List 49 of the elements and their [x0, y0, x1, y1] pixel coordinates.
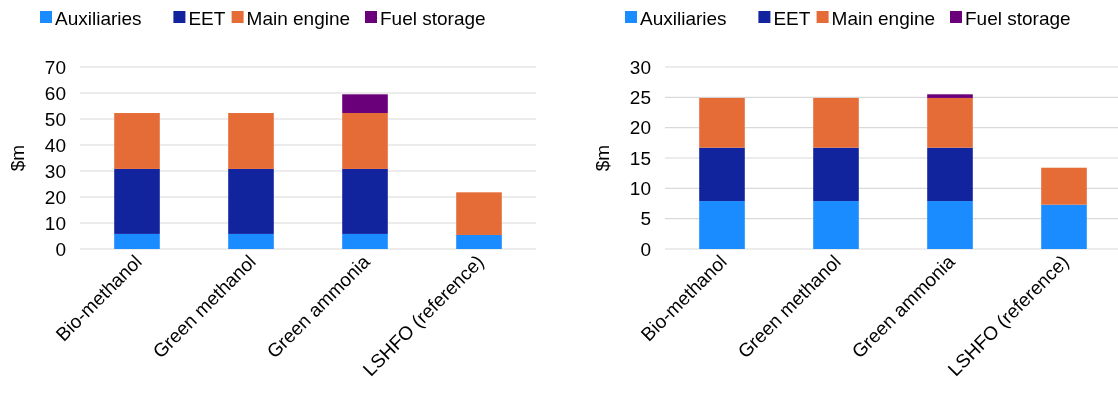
bar: [228, 168, 274, 234]
y-tick-label: 30: [44, 160, 66, 182]
legend-label: Auxiliaries: [640, 7, 727, 29]
legend-label: Fuel storage: [965, 7, 1071, 29]
legend-label: Main engine: [831, 7, 936, 29]
legend-label: EET: [773, 7, 811, 29]
y-tick-label: 50: [44, 108, 66, 130]
bar: [699, 201, 745, 249]
bar: [456, 192, 502, 235]
bar: [228, 113, 274, 169]
legend-label: Main engine: [246, 7, 351, 29]
bar: [699, 97, 745, 148]
bar: [1041, 204, 1087, 249]
bar: [114, 233, 160, 249]
legend-label: Auxiliaries: [55, 7, 142, 29]
bar: [927, 97, 973, 148]
legend-label: Fuel storage: [380, 7, 486, 29]
bar: [114, 113, 160, 169]
y-tick-label: 40: [44, 134, 66, 156]
y-tick-label: 20: [629, 117, 651, 139]
bar: [813, 147, 859, 202]
y-tick-label: 25: [629, 86, 651, 108]
y-tick-label: 10: [629, 177, 651, 199]
bar: [927, 147, 973, 202]
bar: [342, 113, 388, 169]
bar: [342, 94, 388, 114]
y-tick-label: 30: [629, 56, 651, 78]
y-tick-label: 70: [44, 56, 66, 78]
y-tick-label: 0: [640, 238, 651, 260]
y-axis-title: $m: [592, 144, 613, 172]
bar: [342, 233, 388, 249]
y-axis-title: $m: [7, 144, 28, 172]
y-tick-label: 5: [640, 208, 651, 230]
bar: [1041, 167, 1087, 205]
y-tick-label: 0: [55, 238, 66, 260]
bar: [813, 201, 859, 249]
y-tick-label: 20: [44, 186, 66, 208]
bar: [342, 168, 388, 234]
bar: [927, 94, 973, 98]
bar: [456, 234, 502, 249]
y-tick-label: 10: [44, 212, 66, 234]
y-tick-label: 15: [629, 147, 651, 169]
bar: [114, 168, 160, 234]
bar: [699, 147, 745, 202]
bar: [813, 97, 859, 148]
legend-label: EET: [188, 7, 226, 29]
bar: [927, 201, 973, 249]
bar: [228, 233, 274, 249]
y-tick-label: 60: [44, 82, 66, 104]
